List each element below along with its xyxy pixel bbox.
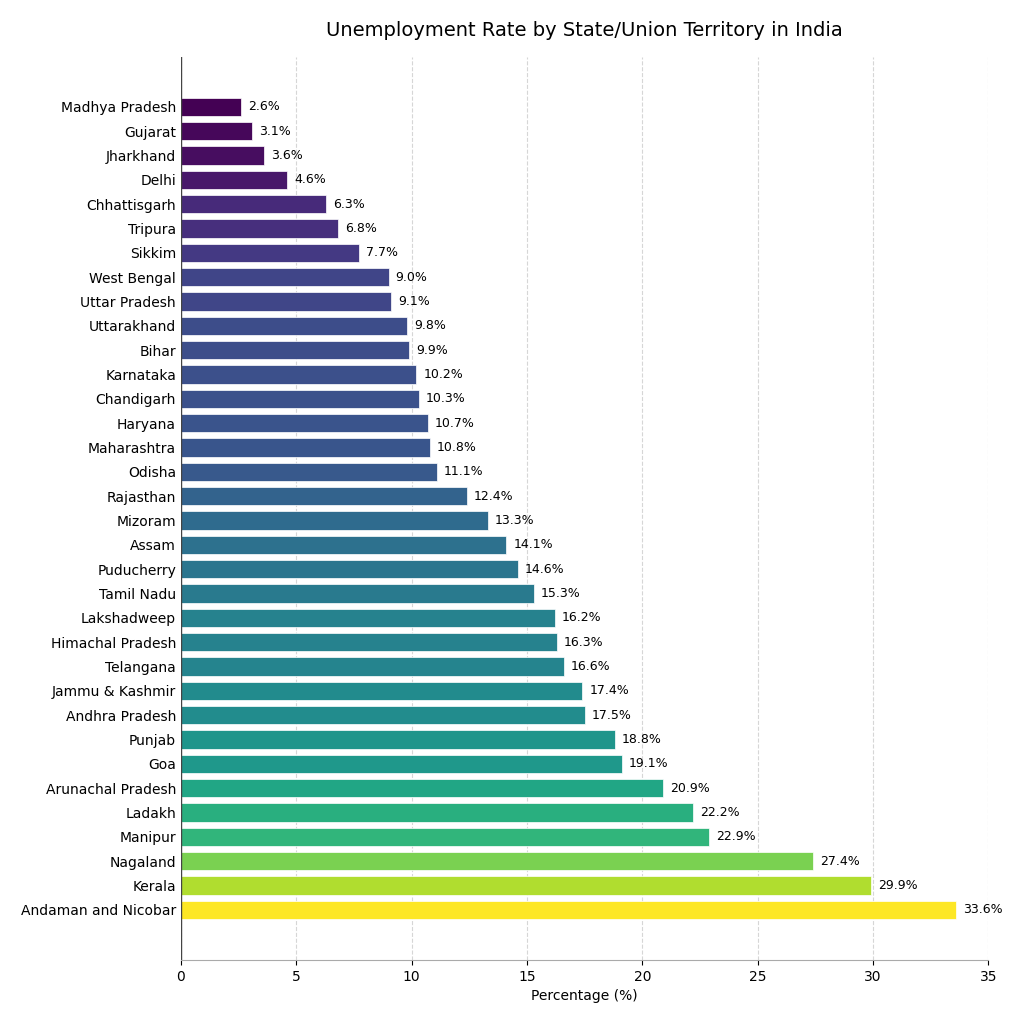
Text: 10.7%: 10.7%: [435, 417, 474, 430]
Text: 2.6%: 2.6%: [248, 100, 280, 114]
Text: 7.7%: 7.7%: [366, 247, 397, 259]
Bar: [181, 755, 622, 773]
Text: 33.6%: 33.6%: [964, 903, 1002, 916]
Text: 17.5%: 17.5%: [592, 709, 632, 722]
Text: 22.2%: 22.2%: [700, 806, 739, 819]
Bar: [181, 341, 410, 359]
Text: 3.1%: 3.1%: [259, 125, 291, 137]
Bar: [181, 438, 430, 457]
Bar: [181, 608, 555, 627]
Bar: [181, 390, 419, 408]
Text: 6.3%: 6.3%: [333, 198, 365, 211]
Bar: [181, 219, 338, 238]
Text: 3.6%: 3.6%: [271, 150, 303, 162]
Text: 9.8%: 9.8%: [414, 319, 445, 333]
Text: 16.3%: 16.3%: [564, 636, 603, 648]
Bar: [181, 585, 534, 602]
Bar: [181, 195, 327, 213]
Bar: [181, 706, 585, 724]
Text: 19.1%: 19.1%: [629, 757, 669, 770]
Text: 14.1%: 14.1%: [513, 539, 553, 551]
Text: 16.6%: 16.6%: [570, 659, 610, 673]
Bar: [181, 463, 437, 481]
Text: 29.9%: 29.9%: [878, 879, 918, 892]
Title: Unemployment Rate by State/Union Territory in India: Unemployment Rate by State/Union Territo…: [327, 20, 843, 40]
Bar: [181, 122, 253, 140]
Bar: [181, 316, 408, 335]
Text: 11.1%: 11.1%: [444, 465, 483, 478]
Text: 9.9%: 9.9%: [417, 344, 449, 356]
Bar: [181, 682, 583, 699]
X-axis label: Percentage (%): Percentage (%): [531, 989, 638, 1004]
Bar: [181, 803, 693, 821]
Bar: [181, 560, 518, 579]
Text: 22.9%: 22.9%: [716, 830, 756, 843]
Bar: [181, 536, 506, 554]
Bar: [181, 657, 564, 676]
Text: 15.3%: 15.3%: [541, 587, 581, 600]
Text: 27.4%: 27.4%: [820, 855, 860, 867]
Text: 6.8%: 6.8%: [345, 222, 377, 234]
Bar: [181, 366, 417, 384]
Text: 12.4%: 12.4%: [474, 489, 514, 503]
Text: 9.1%: 9.1%: [398, 295, 430, 308]
Bar: [181, 146, 264, 165]
Bar: [181, 97, 241, 116]
Bar: [181, 171, 287, 189]
Bar: [181, 633, 557, 651]
Text: 9.0%: 9.0%: [395, 270, 427, 284]
Text: 18.8%: 18.8%: [622, 733, 662, 745]
Text: 10.2%: 10.2%: [423, 368, 463, 381]
Bar: [181, 511, 487, 529]
Text: 16.2%: 16.2%: [561, 611, 601, 625]
Bar: [181, 900, 956, 919]
Bar: [181, 268, 388, 287]
Bar: [181, 852, 813, 870]
Bar: [181, 877, 870, 895]
Bar: [181, 293, 391, 310]
Text: 14.6%: 14.6%: [524, 562, 564, 575]
Text: 20.9%: 20.9%: [670, 781, 710, 795]
Text: 4.6%: 4.6%: [294, 173, 326, 186]
Bar: [181, 779, 664, 798]
Text: 10.3%: 10.3%: [426, 392, 465, 406]
Bar: [181, 827, 710, 846]
Text: 17.4%: 17.4%: [590, 684, 629, 697]
Text: 10.8%: 10.8%: [437, 441, 477, 454]
Bar: [181, 414, 428, 432]
Bar: [181, 244, 358, 262]
Bar: [181, 487, 467, 505]
Bar: [181, 730, 614, 749]
Text: 13.3%: 13.3%: [495, 514, 535, 527]
